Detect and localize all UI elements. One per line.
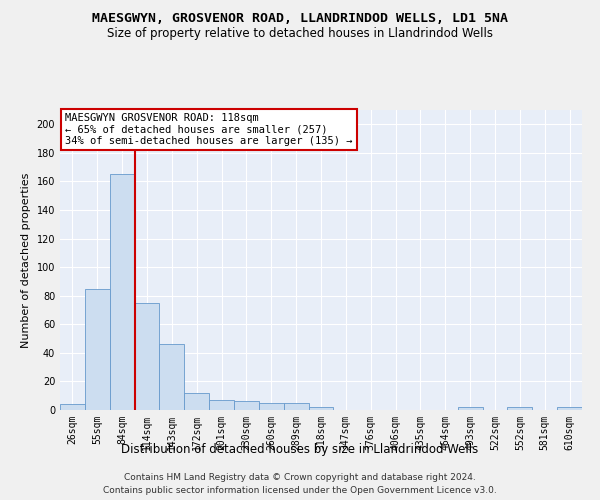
Text: Size of property relative to detached houses in Llandrindod Wells: Size of property relative to detached ho… (107, 28, 493, 40)
Bar (259, 403, 284, 410)
Bar (160, 344, 184, 410)
Bar (134, 303, 160, 410)
Bar (184, 393, 209, 410)
Bar (458, 407, 482, 410)
Bar (234, 402, 259, 410)
Bar (308, 407, 334, 410)
Bar (209, 400, 234, 410)
Bar (110, 174, 134, 410)
Text: Contains public sector information licensed under the Open Government Licence v3: Contains public sector information licen… (103, 486, 497, 495)
Bar (85, 288, 110, 410)
Text: Contains HM Land Registry data © Crown copyright and database right 2024.: Contains HM Land Registry data © Crown c… (124, 472, 476, 482)
Text: Distribution of detached houses by size in Llandrindod Wells: Distribution of detached houses by size … (121, 442, 479, 456)
Bar (508, 407, 532, 410)
Bar (284, 403, 308, 410)
Text: MAESGWYN GROSVENOR ROAD: 118sqm
← 65% of detached houses are smaller (257)
34% o: MAESGWYN GROSVENOR ROAD: 118sqm ← 65% of… (65, 113, 353, 146)
Bar (557, 407, 582, 410)
Y-axis label: Number of detached properties: Number of detached properties (21, 172, 31, 348)
Text: MAESGWYN, GROSVENOR ROAD, LLANDRINDOD WELLS, LD1 5NA: MAESGWYN, GROSVENOR ROAD, LLANDRINDOD WE… (92, 12, 508, 26)
Bar (60, 404, 85, 410)
